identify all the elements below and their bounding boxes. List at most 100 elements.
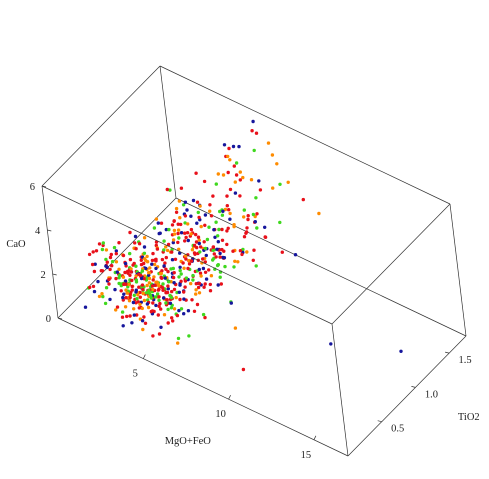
data-point	[157, 231, 161, 236]
box-edge	[41, 65, 161, 187]
data-point	[177, 275, 181, 279]
data-point	[170, 316, 174, 320]
data-point	[97, 242, 102, 246]
z-tick	[52, 273, 57, 276]
data-point	[115, 270, 120, 274]
data-point	[255, 226, 259, 230]
data-point	[168, 301, 173, 305]
data-point	[166, 307, 170, 312]
data-point	[220, 247, 224, 252]
data-point	[108, 297, 112, 302]
data-point	[197, 281, 202, 286]
data-point	[258, 188, 263, 192]
data-point	[263, 225, 267, 229]
data-point	[149, 296, 153, 300]
data-point	[196, 235, 201, 239]
data-point	[220, 238, 225, 242]
data-point	[157, 287, 161, 291]
data-point	[118, 273, 122, 277]
data-point	[145, 260, 150, 264]
data-point	[171, 275, 176, 280]
data-point	[164, 301, 168, 305]
data-point	[108, 255, 113, 260]
data-point	[142, 315, 146, 319]
data-point	[122, 282, 126, 286]
data-point	[211, 194, 215, 198]
data-point	[117, 241, 121, 245]
data-point	[157, 304, 161, 308]
data-point	[132, 293, 136, 297]
data-point	[199, 245, 203, 249]
data-point	[199, 224, 203, 229]
data-point	[176, 240, 180, 245]
z-tick	[41, 185, 47, 188]
data-point	[220, 227, 224, 232]
data-point	[241, 367, 246, 372]
data-point	[127, 299, 132, 303]
data-point	[107, 282, 111, 286]
data-point	[101, 241, 106, 245]
data-point	[151, 334, 155, 338]
data-point	[179, 231, 184, 235]
data-point	[232, 265, 236, 269]
data-point	[155, 292, 160, 296]
data-point	[201, 266, 206, 271]
data-point	[134, 264, 138, 268]
data-point	[191, 198, 196, 203]
data-point	[110, 264, 114, 268]
data-point	[182, 266, 186, 270]
data-point	[185, 231, 190, 235]
data-point	[113, 287, 117, 292]
data-point	[178, 268, 182, 273]
data-point	[240, 252, 244, 257]
data-point	[154, 217, 159, 221]
data-point	[155, 280, 159, 284]
data-point	[164, 267, 168, 271]
data-point	[149, 309, 153, 314]
data-point	[171, 240, 175, 245]
data-point	[133, 234, 138, 239]
data-point	[251, 258, 255, 262]
data-point	[145, 302, 150, 306]
data-point	[293, 253, 298, 257]
z-tick-label: 0	[46, 314, 51, 325]
data-point	[140, 283, 145, 287]
box-edge	[175, 197, 467, 337]
data-point	[238, 194, 242, 198]
data-point	[257, 179, 261, 183]
data-point	[238, 249, 243, 253]
data-point	[196, 210, 200, 215]
data-point	[177, 247, 181, 251]
data-point	[232, 224, 236, 229]
data-point	[139, 262, 144, 267]
data-point	[141, 291, 145, 296]
data-point	[115, 305, 120, 309]
y-tick	[445, 351, 450, 354]
box-edge	[41, 185, 59, 319]
data-point	[142, 236, 147, 240]
data-point	[120, 315, 125, 319]
data-point	[145, 254, 149, 259]
data-point	[244, 230, 249, 234]
data-point	[211, 248, 215, 252]
data-point	[172, 271, 176, 275]
data-point	[177, 290, 181, 294]
data-point	[139, 258, 143, 262]
y-tick-label: 1.0	[425, 389, 438, 400]
data-point	[195, 245, 199, 250]
data-point	[254, 196, 258, 200]
data-point	[112, 245, 117, 250]
data-point	[212, 228, 216, 232]
data-point	[242, 215, 246, 219]
data-point	[114, 308, 118, 312]
data-point	[157, 298, 161, 302]
data-point	[176, 228, 181, 232]
x-axis-label: MgO+FeO	[165, 436, 212, 447]
data-point	[270, 153, 275, 157]
data-point	[147, 281, 152, 285]
data-point	[171, 319, 175, 323]
data-point	[172, 232, 177, 236]
data-point	[263, 235, 268, 239]
data-point	[130, 284, 134, 289]
